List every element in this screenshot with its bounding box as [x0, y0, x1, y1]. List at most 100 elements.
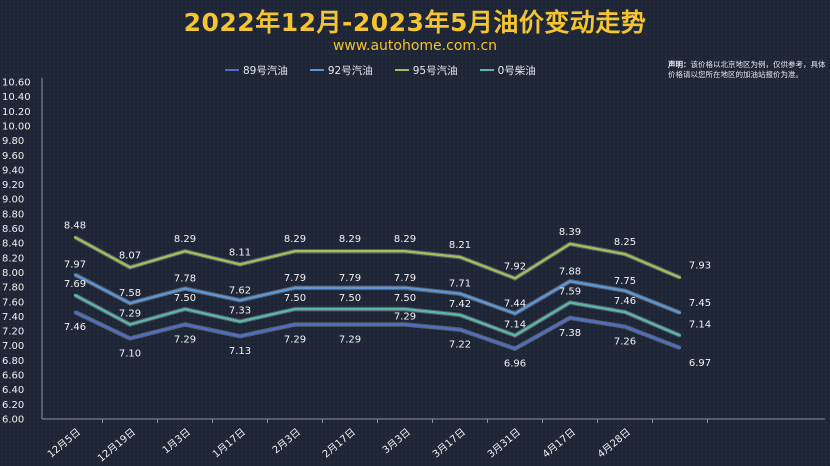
series-point	[293, 307, 297, 311]
page-title: 2022年12月-2023年5月油价变动走势	[183, 8, 647, 37]
series-point	[678, 311, 682, 314]
series-point	[348, 250, 352, 253]
data-label: 7.14	[504, 319, 526, 330]
series-point	[128, 323, 132, 326]
series-point	[348, 323, 352, 326]
series-point	[183, 307, 187, 311]
series-point	[293, 250, 297, 253]
series-point	[458, 328, 462, 331]
legend-swatch-0	[479, 69, 494, 71]
series-point	[183, 250, 187, 253]
series-point	[458, 313, 462, 317]
disclaimer-note: 声明：该价格以北京地区为例，仅供参考，具体价格请以您所在地区的加油站报价为准。	[668, 60, 826, 80]
data-label: 7.29	[394, 311, 416, 322]
y-tick-label: 10.00	[2, 121, 31, 132]
series-point	[568, 316, 572, 320]
series-point	[623, 289, 627, 292]
legend-item-92[interactable]: 92号汽油	[309, 63, 373, 78]
series-point	[403, 307, 407, 311]
legend-label-89: 89号汽油	[243, 64, 288, 77]
x-tick-label: 3月31日	[485, 426, 523, 460]
series-point	[403, 286, 407, 290]
disclaimer-title: 声明：	[668, 60, 691, 69]
data-label: 7.79	[394, 273, 416, 284]
data-label: 7.79	[339, 273, 361, 284]
y-tick-label: 6.00	[2, 415, 24, 426]
y-tick-label: 9.20	[2, 180, 24, 191]
data-label: 7.75	[614, 276, 636, 287]
data-label: 7.93	[689, 261, 711, 272]
chart-legend: 89号汽油 92号汽油 95号汽油 0号柴油	[225, 62, 536, 78]
data-label: 7.29	[339, 334, 361, 345]
legend-label-0: 0号柴油	[497, 64, 536, 77]
data-label: 8.11	[229, 247, 251, 258]
data-label: 7.59	[559, 287, 581, 298]
series-point	[238, 299, 242, 302]
series-point	[623, 310, 627, 314]
y-tick-label: 6.80	[2, 356, 24, 367]
data-label: 8.29	[284, 234, 306, 245]
data-label: 7.29	[284, 334, 306, 345]
series-point	[678, 334, 682, 337]
data-label: 7.92	[504, 261, 526, 272]
data-label: 6.97	[689, 358, 711, 369]
x-tick-label: 3月3日	[380, 426, 413, 456]
series-point	[568, 301, 572, 304]
data-label: 6.96	[504, 359, 526, 370]
data-label: 8.48	[64, 220, 86, 231]
y-tick-label: 10.60	[2, 78, 31, 89]
legend-item-95[interactable]: 95号汽油	[394, 63, 458, 78]
y-tick-label: 7.40	[2, 312, 24, 323]
y-tick-label: 10.40	[2, 92, 31, 103]
y-tick-label: 9.40	[2, 165, 24, 176]
x-tick-label: 1月17日	[210, 426, 248, 460]
series-point	[458, 255, 462, 259]
series-point	[183, 323, 187, 326]
y-tick-label: 6.40	[2, 385, 24, 396]
data-label: 7.10	[119, 348, 141, 359]
data-label: 7.29	[174, 334, 196, 345]
series-line-0	[74, 310, 681, 350]
x-tick-label: 2月3日	[270, 426, 303, 456]
data-label: 7.14	[689, 319, 711, 330]
data-label: 8.29	[339, 234, 361, 245]
y-tick-label: 6.20	[2, 400, 24, 411]
series-point	[403, 250, 407, 253]
y-tick-label: 9.00	[2, 195, 24, 206]
data-label: 7.50	[174, 293, 196, 304]
legend-item-0[interactable]: 0号柴油	[479, 63, 536, 78]
series-point	[238, 335, 242, 338]
data-label: 8.21	[449, 240, 471, 251]
data-label: 7.44	[504, 299, 526, 310]
y-tick-label: 8.60	[2, 224, 24, 235]
y-tick-label: 8.20	[2, 253, 24, 264]
data-label: 7.33	[229, 306, 251, 317]
legend-item-89[interactable]: 89号汽油	[225, 63, 288, 78]
series-point	[293, 286, 297, 290]
x-tick-label: 12月5日	[45, 426, 83, 460]
y-tick-label: 7.60	[2, 297, 24, 308]
legend-swatch-92	[309, 69, 324, 71]
y-tick-label: 7.00	[2, 341, 24, 352]
data-label: 8.29	[174, 234, 196, 245]
y-tick-label: 8.80	[2, 209, 24, 220]
series-point	[73, 310, 77, 314]
y-tick-label: 8.00	[2, 268, 24, 279]
page-subtitle: www.autohome.com.cn	[332, 38, 498, 54]
x-tick-label: 12月19日	[95, 426, 138, 464]
series-point	[293, 323, 297, 326]
data-label: 7.50	[284, 293, 306, 304]
legend-label-92: 92号汽油	[327, 64, 373, 77]
data-label: 7.88	[559, 266, 581, 277]
data-label: 7.71	[449, 279, 471, 290]
legend-swatch-95	[394, 69, 409, 71]
data-label: 7.79	[284, 273, 306, 284]
data-label: 7.29	[119, 308, 141, 319]
series-point	[128, 266, 132, 269]
data-label: 7.58	[119, 288, 141, 299]
legend-label-95: 95号汽油	[412, 64, 458, 77]
data-label: 7.46	[614, 296, 636, 307]
x-tick-label: 4月17日	[540, 426, 578, 460]
y-tick-label: 6.60	[2, 371, 24, 382]
data-label: 8.07	[119, 250, 141, 261]
